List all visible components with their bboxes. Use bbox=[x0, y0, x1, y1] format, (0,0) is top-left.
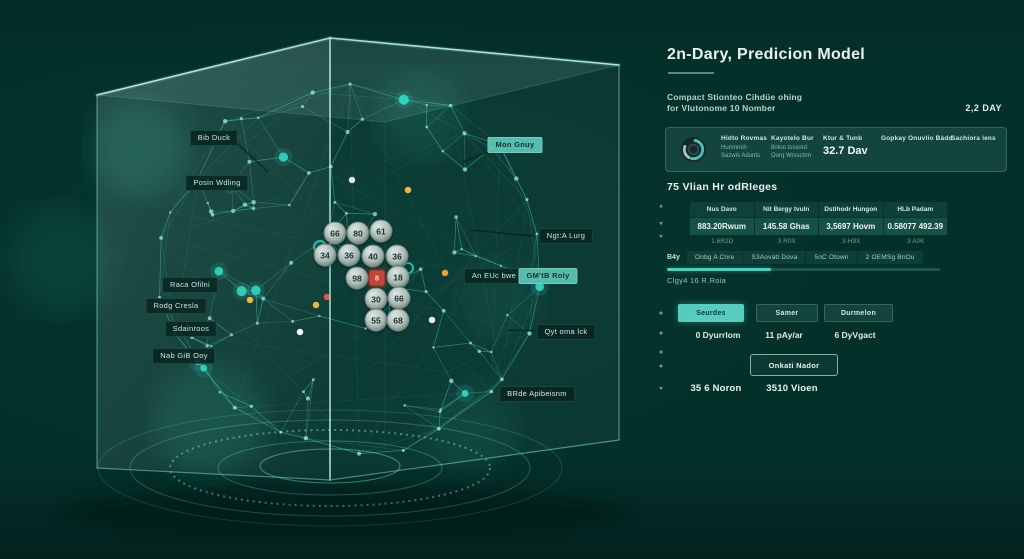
subtitle: Compact Stionteo Cihdüe ohing for Vluton… bbox=[667, 92, 803, 113]
node-label-chip: Qyt oma lck bbox=[536, 324, 596, 340]
numbered-node: 66 bbox=[323, 221, 347, 245]
section-heading: 75 Vlian Hr odRIeges bbox=[667, 181, 778, 193]
progress-caption: Clgy4 16 R.Roia bbox=[667, 276, 727, 285]
summary-column-header: Ktur & Tunb bbox=[823, 135, 863, 142]
stat-value: 11 pAy/ar bbox=[765, 330, 803, 340]
filter-chip[interactable]: 2 OEMSg BnOu bbox=[857, 251, 923, 264]
filter-chip-strip: Onbg A Cnre S3Aovatt Dova 5nC Otown 2 OEMSg… bbox=[687, 251, 923, 264]
progress-fill bbox=[667, 268, 771, 271]
chevron-down-icon[interactable]: ▾ bbox=[659, 385, 663, 393]
table-subvalue-cell: 3-H9X bbox=[842, 238, 861, 245]
stat-value: 6 DyVgact bbox=[834, 330, 876, 340]
numbered-node: 98 bbox=[345, 266, 369, 290]
action-button[interactable]: Samer bbox=[756, 304, 818, 322]
summary-column-header: Sachiora lens bbox=[951, 135, 996, 142]
summary-box: Hidto Rovmas Humnnsh Sazwis Adunts Kayotelo… bbox=[665, 127, 1007, 172]
numbered-node: 68 bbox=[386, 308, 410, 332]
numbered-node: 61 bbox=[369, 219, 393, 243]
chevron-up-icon[interactable]: ▴ bbox=[659, 202, 663, 210]
table-value-cell: 883.20Rwum bbox=[690, 217, 755, 235]
node-label-chip: Mon Gnuy bbox=[487, 137, 543, 153]
title-underline bbox=[668, 72, 714, 74]
node-label-chip: Bib Duck bbox=[189, 130, 239, 146]
table-subvalue-cell: 3 A0K bbox=[907, 238, 925, 245]
action-button[interactable]: Seurdes bbox=[678, 304, 744, 322]
table-header-cell: Dstihodr Hungon bbox=[819, 202, 884, 217]
numbered-node: 66 bbox=[387, 286, 411, 310]
node-label-chip: Raca Ofilni bbox=[162, 277, 218, 293]
numbered-node: 34 bbox=[313, 243, 337, 267]
table-header-cell: HLb Padam bbox=[883, 202, 948, 217]
numbered-node: 36 bbox=[385, 244, 409, 268]
filter-chip[interactable]: S3Aovatt Dova bbox=[743, 251, 806, 264]
summary-column-line: Oorg Wrssctrm bbox=[771, 152, 812, 159]
progress-bar[interactable] bbox=[667, 268, 940, 271]
highlighted-node: 8 bbox=[368, 269, 386, 287]
numbered-node: 30 bbox=[364, 287, 388, 311]
cube-shadow bbox=[60, 486, 630, 538]
table-value-cell: 145.58 Ghas bbox=[754, 217, 819, 235]
summary-column-header: Hidto Rovmas bbox=[721, 135, 768, 142]
node-label-chip: Ngt:A Lurg bbox=[538, 228, 594, 244]
summary-column: Ktur & Tunb 32.7 Dav bbox=[823, 135, 868, 157]
footer-stat: 3510 Vioen bbox=[766, 383, 818, 394]
node-label-chip: BRde Apibeisnm bbox=[499, 386, 575, 402]
label-connectors bbox=[236, 142, 542, 332]
stat-value: 0 Dyurrlom bbox=[695, 330, 741, 340]
node-label-chip: Sdainroos bbox=[164, 321, 218, 337]
node-label-chip: Nab GiB Ooy bbox=[152, 348, 216, 364]
day-badge: 2,2 DAY bbox=[965, 103, 1002, 113]
table-header-cell: Nit Bergy tvuln bbox=[754, 202, 819, 217]
table-subvalue-cell: 1.6R2D bbox=[711, 238, 734, 245]
filter-chip[interactable]: 5nC Otown bbox=[806, 251, 857, 264]
table-subvalue-cell: 3 R0X bbox=[777, 238, 796, 245]
numbered-node: 40 bbox=[361, 244, 385, 268]
node-label-chip: Posin Wdling bbox=[185, 175, 249, 191]
chevron-down-icon[interactable]: ▾ bbox=[659, 233, 663, 241]
numbered-node: 55 bbox=[364, 308, 388, 332]
stats-panel: 2n-Dary, Predicion Model Compact Stionte… bbox=[640, 0, 1024, 559]
summary-column-line: Humnnsh bbox=[721, 145, 747, 151]
summary-column-header: Kayotelo Bur bbox=[771, 135, 814, 142]
footer-stat: 35 6 Noron bbox=[690, 383, 742, 394]
filter-label: B4y bbox=[667, 254, 680, 261]
summary-column: Sachiora lens bbox=[951, 135, 996, 145]
metrics-table: Nus Davo Nit Bergy tvuln Dstihodr Hungon HL… bbox=[690, 202, 948, 248]
bullet-icon bbox=[659, 311, 663, 315]
filter-chip[interactable]: Onbg A Cnre bbox=[687, 251, 743, 264]
bullet-icon bbox=[659, 331, 663, 335]
glass-faces bbox=[97, 38, 619, 480]
summary-column-header: Gopkay Onuvlio Bàdd bbox=[881, 135, 953, 142]
table-value-cell: 3,5697 Hovm bbox=[819, 217, 884, 235]
summary-column: Hidto Rovmas Humnnsh Sazwis Adunts bbox=[721, 135, 767, 160]
page-title: 2n-Dary, Predicion Model bbox=[667, 46, 866, 63]
node-label-chip: GM'tB Roly bbox=[518, 268, 578, 284]
bullet-icon bbox=[659, 350, 663, 354]
node-label-chip: Rodg Cresla bbox=[145, 298, 207, 314]
summary-column: Kayotelo Bur 8ntoo tssvord Oorg Wrssctrm bbox=[771, 135, 814, 160]
summary-column-line: 8ntoo tssvord bbox=[771, 145, 808, 151]
bullet-icon bbox=[659, 364, 663, 368]
node-label-chip: An EUc bwe bbox=[463, 268, 525, 284]
primary-button[interactable]: Onkati Nador bbox=[750, 354, 838, 376]
table-header-cell: Nus Davo bbox=[690, 202, 755, 217]
summary-column-line: Sazwis Adunts bbox=[721, 152, 761, 159]
summary-column-value: 32.7 Dav bbox=[823, 145, 868, 157]
action-button[interactable]: Durmelon bbox=[824, 304, 893, 322]
numbered-node: 18 bbox=[386, 265, 410, 289]
glass-cube-scene bbox=[8, 36, 630, 538]
summary-column: Gopkay Onuvlio Bàdd bbox=[881, 135, 953, 145]
visualization-area: Bib Duck Posin Wdling Mon Gnuy Ngt:A Lurg An… bbox=[8, 36, 630, 538]
numbered-node: 80 bbox=[346, 221, 370, 245]
summary-gauge-icon bbox=[680, 136, 707, 163]
numbered-node: 36 bbox=[337, 243, 361, 267]
chevron-down-icon[interactable]: ▾ bbox=[659, 220, 663, 228]
table-value-cell: 0.58077 492.39 bbox=[883, 217, 948, 235]
